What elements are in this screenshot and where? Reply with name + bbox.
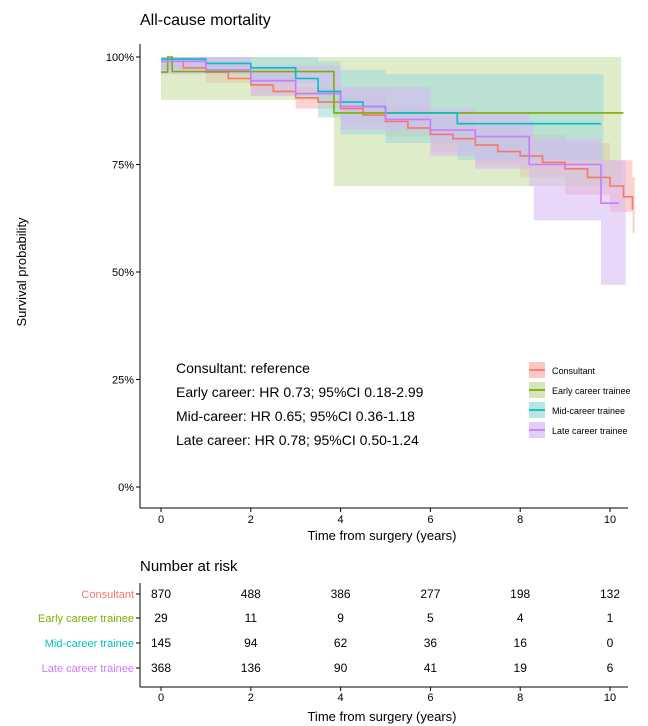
y-tick-label: 100% [106, 52, 134, 64]
y-axis-label: Survival probability [14, 217, 29, 327]
legend: Consultant Early career trainee Mid-career… [529, 362, 631, 438]
risk-x-tick-label: 4 [338, 692, 344, 704]
risk-row-label-early-career-trainee: Early career trainee [38, 613, 134, 625]
curve-late-career-trainee [161, 60, 619, 204]
x-axis-label: Time from surgery (years) [307, 528, 456, 543]
risk-cell: 198 [510, 587, 530, 601]
risk-cell: 4 [517, 611, 524, 625]
survival-curves [161, 56, 634, 210]
risk-cell: 488 [241, 587, 261, 601]
risk-cell: 870 [151, 587, 171, 601]
confidence-bands [161, 57, 635, 285]
curve-early-career-trainee [161, 56, 624, 114]
risk-cell: 6 [607, 661, 614, 675]
risk-row-label-late-career-trainee: Late career trainee [42, 663, 134, 675]
chart-title: All-cause mortality [140, 12, 271, 29]
x-tick-label: 10 [604, 514, 616, 526]
risk-cell: 41 [424, 661, 438, 675]
legend-label-early-career-trainee: Early career trainee [552, 386, 631, 396]
legend-label-late-career-trainee: Late career trainee [552, 426, 628, 436]
risk-row-label-consultant: Consultant [81, 589, 134, 601]
x-tick-label: 0 [158, 514, 164, 526]
x-tick-label: 6 [427, 514, 433, 526]
risk-table-x-axis-label: Time from surgery (years) [307, 709, 456, 724]
annotation-late-career: Late career: HR 0.78; 95%CI 0.50-1.24 [176, 432, 419, 448]
risk-cell: 11 [245, 611, 258, 625]
risk-cell: 90 [334, 661, 348, 675]
risk-cell: 36 [424, 636, 438, 650]
risk-cell: 368 [151, 661, 171, 675]
y-tick-label: 50% [112, 267, 134, 279]
x-tick-label: 4 [338, 514, 344, 526]
risk-cell: 16 [514, 636, 528, 650]
risk-cell: 1 [607, 611, 614, 625]
y-tick-label: 25% [112, 375, 134, 387]
risk-x-tick-label: 2 [248, 692, 254, 704]
curve-mid-career-trainee [161, 58, 601, 125]
risk-cell: 9 [337, 611, 344, 625]
risk-cell: 5 [427, 611, 434, 625]
risk-x-tick-label: 8 [517, 692, 523, 704]
risk-cell: 29 [154, 611, 168, 625]
y-tick-label: 0% [118, 482, 134, 494]
risk-cell: 19 [514, 661, 528, 675]
risk-cell: 132 [600, 587, 620, 601]
annotation-mid-career: Mid-career: HR 0.65; 95%CI 0.36-1.18 [176, 408, 415, 424]
ci-band-late-career-trainee [161, 57, 626, 285]
risk-cell: 136 [241, 661, 261, 675]
plot-axes: 0% 25% 50% 75% 100% 0 2 4 6 8 10 [106, 44, 628, 526]
legend-label-consultant: Consultant [552, 366, 596, 376]
annotation-early-career: Early career: HR 0.73; 95%CI 0.18-2.99 [176, 384, 424, 400]
legend-label-mid-career-trainee: Mid-career trainee [552, 406, 625, 416]
x-tick-label: 2 [248, 514, 254, 526]
risk-cell: 62 [334, 636, 348, 650]
x-tick-label: 8 [517, 514, 523, 526]
y-tick-label: 75% [112, 160, 134, 172]
risk-cell: 277 [420, 587, 440, 601]
risk-x-tick-label: 6 [427, 692, 433, 704]
risk-cell: 0 [607, 636, 614, 650]
hazard-ratio-annotations: Consultant: reference Early career: HR 0… [176, 360, 424, 448]
risk-cell: 145 [151, 636, 171, 650]
risk-x-tick-label: 0 [158, 692, 164, 704]
risk-x-tick-label: 10 [604, 692, 616, 704]
annotation-consultant: Consultant: reference [176, 360, 310, 376]
risk-cell: 94 [244, 636, 258, 650]
risk-cell: 386 [331, 587, 351, 601]
risk-row-label-mid-career-trainee: Mid-career trainee [45, 638, 134, 650]
risk-table-title: Number at risk [140, 558, 238, 575]
